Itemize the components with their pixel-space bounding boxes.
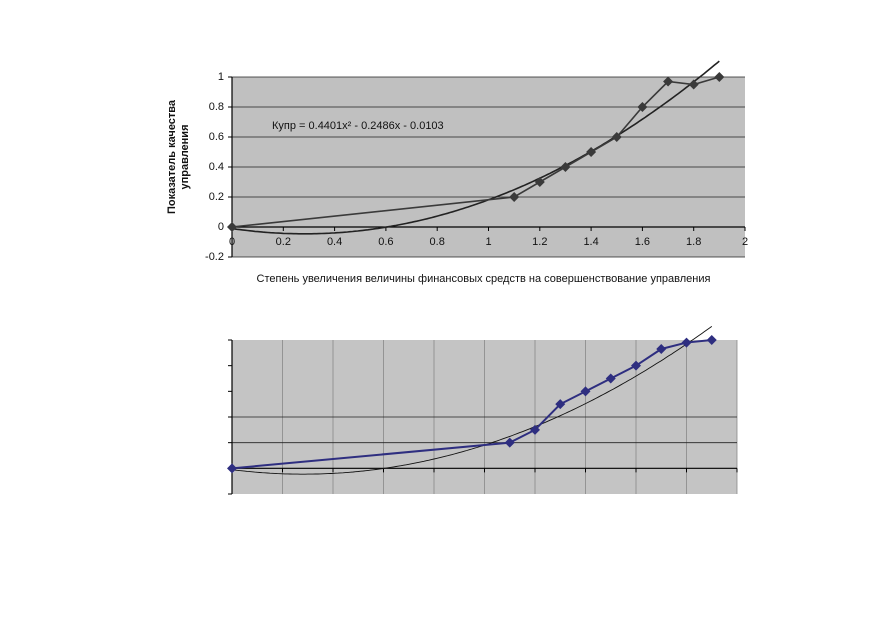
x-tick-label: 0.4 <box>327 236 342 248</box>
marker <box>688 79 699 90</box>
trendline <box>231 326 713 475</box>
y-tick-label: -0.2 <box>205 251 224 263</box>
x-tick-label: 0.2 <box>276 236 291 248</box>
marker <box>530 424 540 435</box>
marker <box>656 343 667 354</box>
y-axis-title: управления <box>179 124 191 189</box>
marker <box>586 147 597 157</box>
marker <box>605 373 616 384</box>
marker <box>580 386 591 397</box>
x-tick-label: 0 <box>229 236 235 248</box>
marker <box>509 192 520 202</box>
marker <box>227 463 237 474</box>
marker <box>534 177 545 187</box>
marker <box>555 399 566 410</box>
series-line <box>231 76 720 228</box>
x-tick-label: 1.6 <box>635 236 650 248</box>
marker <box>681 337 692 348</box>
marker <box>714 72 725 82</box>
marker <box>611 132 622 142</box>
y-tick-label: 0.2 <box>209 191 224 203</box>
y-tick-label: 0.4 <box>209 161 224 173</box>
marker <box>706 335 717 345</box>
marker <box>637 102 648 112</box>
y-axis-title: Показатель качества <box>166 99 178 214</box>
marker <box>663 76 674 87</box>
x-tick-label: 0.6 <box>378 236 393 248</box>
x-tick-label: 1.2 <box>532 236 547 248</box>
marker <box>631 360 641 371</box>
trendline-label: Купр = 0.4401x² - 0.2486x - 0.0103 <box>272 120 444 132</box>
x-axis-title: Степень увеличения величины финансовых с… <box>257 273 711 285</box>
marker <box>504 437 515 448</box>
series-line <box>231 339 712 470</box>
trendline <box>231 60 720 235</box>
x-tick-label: 1.8 <box>686 236 701 248</box>
x-tick-label: 1.4 <box>583 236 598 248</box>
x-tick-label: 1 <box>485 236 491 248</box>
marker <box>227 222 237 232</box>
y-tick-label: 0.6 <box>209 131 224 143</box>
y-tick-label: 0.8 <box>209 101 224 113</box>
y-tick-label: 0 <box>218 221 224 233</box>
marker <box>560 162 571 172</box>
x-tick-label: 2 <box>742 236 748 248</box>
x-tick-label: 0.8 <box>430 236 445 248</box>
y-tick-label: 1 <box>218 71 224 83</box>
